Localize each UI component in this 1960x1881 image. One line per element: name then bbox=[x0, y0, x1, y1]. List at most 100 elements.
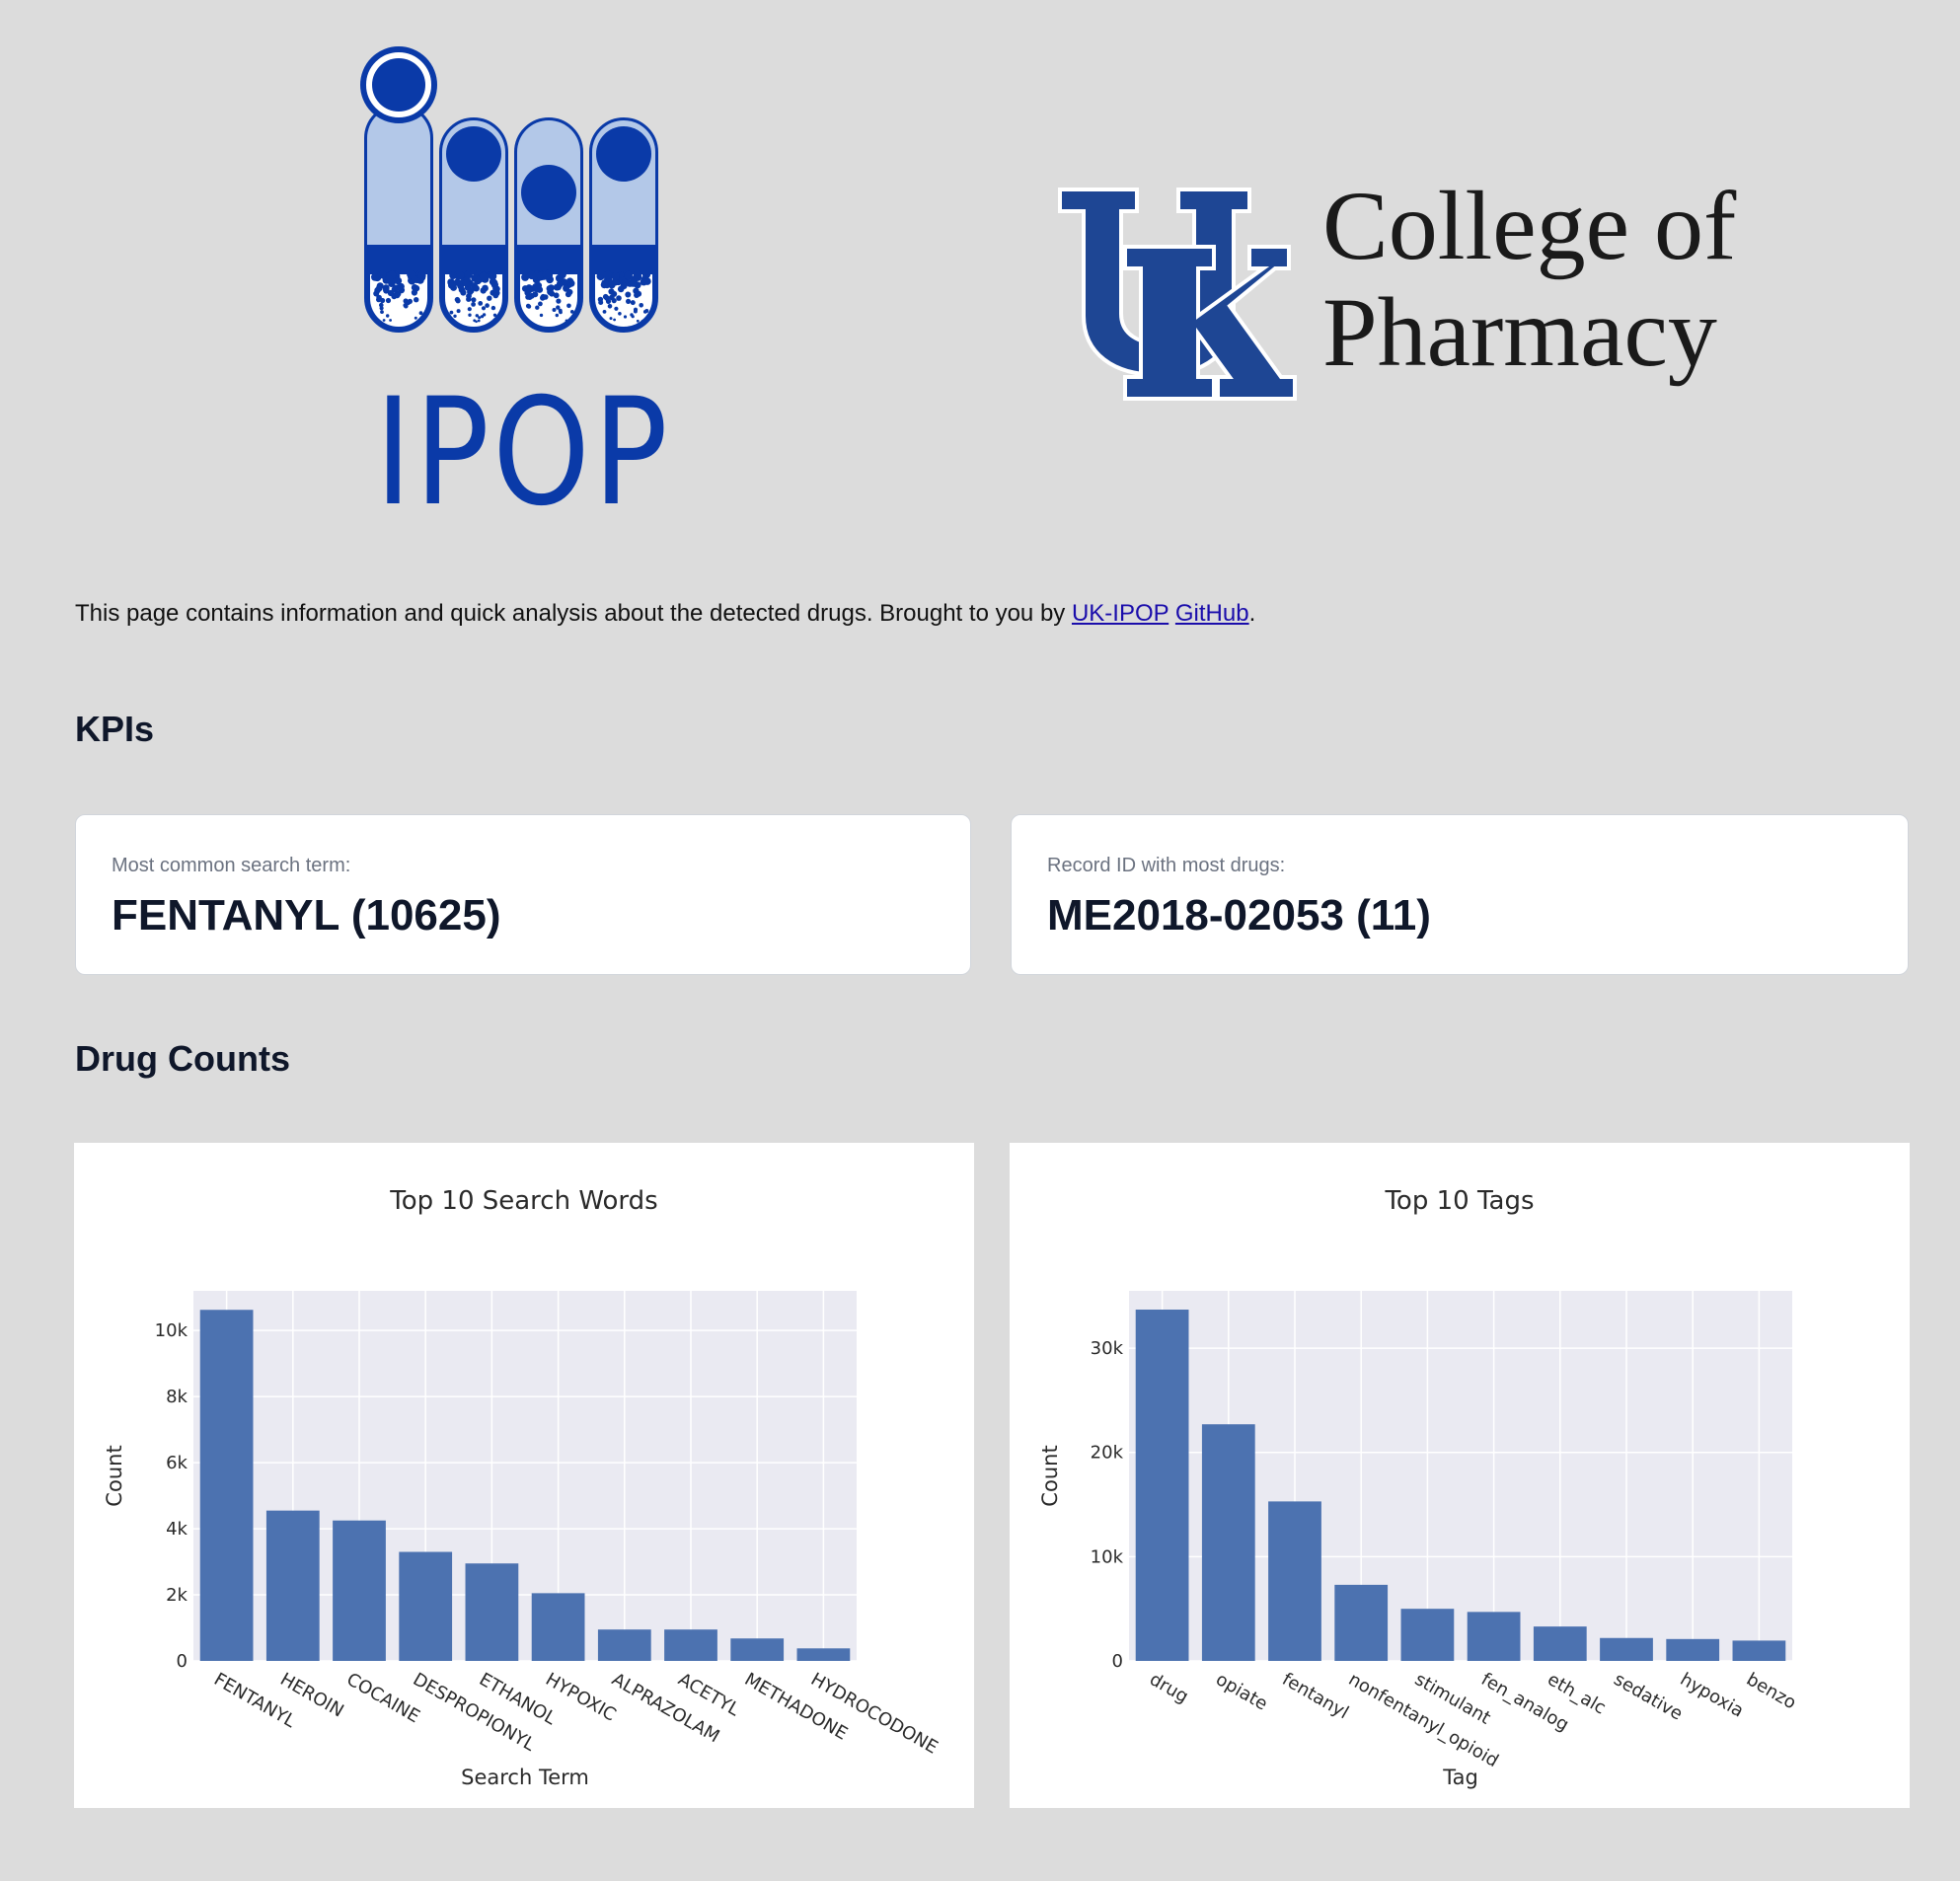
capsule-speckle bbox=[466, 293, 472, 299]
search-words-chart: Top 10 Search Words02k4k6k8k10kFENTANYLH… bbox=[103, 1186, 942, 1789]
bar-fentanyl bbox=[1268, 1501, 1321, 1661]
capsule-speckle bbox=[448, 281, 455, 289]
tags-chart-card: Top 10 Tags 0 10k 20k 30k drug opiate fentanyl n… bbox=[1010, 1143, 1910, 1808]
capsule-speckle bbox=[474, 276, 482, 285]
capsule-speckle bbox=[558, 269, 566, 279]
capsule-speckle bbox=[555, 313, 559, 318]
capsule-speckle bbox=[614, 306, 619, 311]
y-tick-label: 8k bbox=[166, 1387, 188, 1407]
capsule-speckle bbox=[406, 300, 411, 306]
intro-text: This page contains information and quick… bbox=[75, 600, 1066, 627]
bar-benzo bbox=[1732, 1640, 1786, 1661]
capsule-speckle bbox=[411, 289, 417, 296]
capsule-speckle bbox=[616, 295, 622, 301]
bar-despropionyl bbox=[399, 1551, 453, 1661]
capsule-speckle bbox=[379, 306, 384, 311]
bar-acetyl bbox=[664, 1629, 717, 1661]
capsule-speckle bbox=[604, 322, 607, 325]
uk-ipop-link[interactable]: UK-IPOP bbox=[1071, 600, 1169, 627]
capsule-speckle bbox=[492, 313, 497, 317]
bar-methadone bbox=[730, 1638, 785, 1661]
capsule-speckle bbox=[535, 281, 543, 289]
capsule-speckle bbox=[521, 285, 529, 292]
capsule-speckle bbox=[453, 278, 462, 286]
capsule-speckle bbox=[604, 295, 610, 301]
capsule-speckle bbox=[464, 270, 473, 279]
capsule-speckle bbox=[563, 285, 569, 292]
capsule-speckle bbox=[526, 304, 532, 309]
capsule-speckle bbox=[527, 270, 536, 279]
capsule-speckle bbox=[468, 287, 475, 294]
capsule-speckle bbox=[535, 305, 540, 310]
capsule-speckle bbox=[639, 303, 643, 308]
github-link[interactable]: GitHub bbox=[1174, 600, 1249, 627]
bar-drug bbox=[1135, 1310, 1189, 1661]
capsule-speckle bbox=[529, 292, 535, 299]
bar-fentanyl bbox=[199, 1310, 254, 1661]
capsule-speckle bbox=[479, 271, 489, 281]
capsule-speckle bbox=[609, 317, 613, 321]
intro-paragraph: This page contains information and quick… bbox=[75, 600, 1255, 628]
x-axis-label: Search Term bbox=[461, 1766, 589, 1789]
capsule-speckle bbox=[552, 308, 557, 312]
bar-heroin bbox=[265, 1510, 320, 1661]
y-tick-label: 20k bbox=[1091, 1443, 1124, 1464]
bar-sedative bbox=[1600, 1637, 1653, 1661]
capsule-speckle bbox=[490, 281, 498, 289]
x-tick-label: DESPROPIONYL bbox=[410, 1669, 539, 1756]
kpi-card-record-id: Record ID with most drugs: ME2018-02053 … bbox=[1011, 814, 1909, 975]
capsule-speckle bbox=[385, 274, 394, 283]
capsule-speckle bbox=[607, 304, 613, 309]
capsule-speckle bbox=[414, 316, 417, 320]
uk-logo-line2: Pharmacy bbox=[1322, 277, 1717, 387]
uk-logo-line1: College of bbox=[1322, 171, 1737, 280]
capsule-speckle bbox=[625, 291, 632, 298]
capsule-speckle bbox=[394, 292, 401, 299]
capsule-speckle bbox=[414, 297, 419, 303]
ipop-logo-text: IPOP bbox=[375, 367, 671, 523]
capsule-speckle bbox=[642, 310, 647, 314]
capsule-speckle bbox=[376, 282, 384, 290]
capsule-speckle bbox=[407, 269, 415, 279]
capsule-speckle bbox=[385, 297, 392, 304]
capsule-speckle bbox=[379, 302, 384, 308]
bar-eth_alc bbox=[1533, 1626, 1587, 1661]
capsule-speckle bbox=[556, 298, 562, 304]
capsule-speckle bbox=[471, 297, 477, 303]
capsule-speckle bbox=[611, 271, 620, 280]
kpi-label: Most common search term: bbox=[112, 855, 351, 876]
capsule-speckle bbox=[565, 277, 574, 285]
capsule-speckle bbox=[453, 314, 457, 318]
capsule-speckle bbox=[641, 320, 644, 323]
capsule-speckle bbox=[544, 270, 554, 279]
bar-hypoxia bbox=[1666, 1638, 1720, 1661]
capsule-speckle bbox=[480, 287, 487, 294]
capsule-speckle bbox=[618, 312, 622, 316]
x-tick-label: drug bbox=[1146, 1669, 1192, 1707]
x-tick-label: sedative bbox=[1611, 1669, 1687, 1725]
capsule-speckle bbox=[613, 318, 616, 322]
bar-hypoxic bbox=[531, 1593, 585, 1661]
y-tick-label: 0 bbox=[1112, 1651, 1123, 1672]
capsule-speckle bbox=[630, 313, 634, 317]
capsule-speckle bbox=[633, 270, 641, 279]
intro-suffix: . bbox=[1248, 600, 1256, 627]
kpi-value: FENTANYL (10625) bbox=[112, 891, 501, 940]
capsule-speckle bbox=[602, 310, 607, 314]
capsule-speckle bbox=[596, 269, 606, 279]
capsule-speckle bbox=[492, 292, 499, 299]
bar-hydrocodone bbox=[796, 1648, 851, 1661]
capsule-speckle bbox=[478, 316, 482, 320]
uk-monogram bbox=[1058, 188, 1297, 401]
capsule-speckle bbox=[394, 276, 403, 285]
x-tick-label: hypoxia bbox=[1677, 1669, 1748, 1722]
x-tick-label: COCAINE bbox=[343, 1669, 423, 1727]
capsule-speckle bbox=[389, 319, 392, 322]
capsule-speckle bbox=[371, 272, 379, 281]
kpi-card-search-term: Most common search term: FENTANYL (10625… bbox=[75, 814, 971, 975]
kpis-heading: KPIs bbox=[75, 709, 155, 749]
capsule-speckle bbox=[419, 317, 423, 321]
x-tick-label: benzo bbox=[1743, 1669, 1800, 1713]
y-tick-label: 2k bbox=[166, 1585, 188, 1606]
chart-title: Top 10 Tags bbox=[1384, 1186, 1534, 1216]
